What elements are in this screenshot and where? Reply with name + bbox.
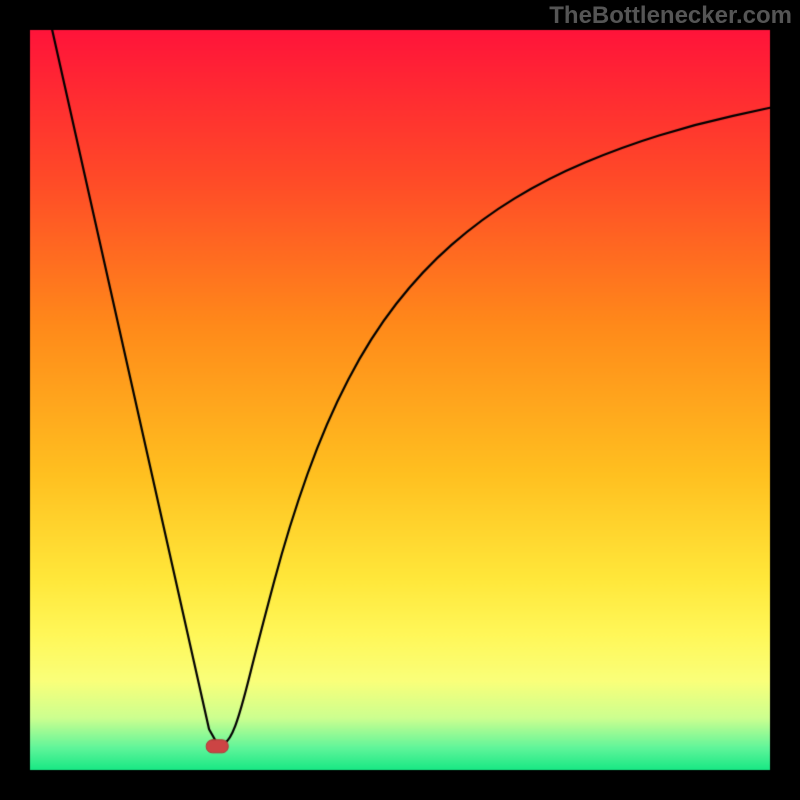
watermark-text: TheBottlenecker.com <box>549 2 792 30</box>
chart-container: TheBottlenecker.com <box>0 0 800 800</box>
bottleneck-chart <box>0 0 800 800</box>
